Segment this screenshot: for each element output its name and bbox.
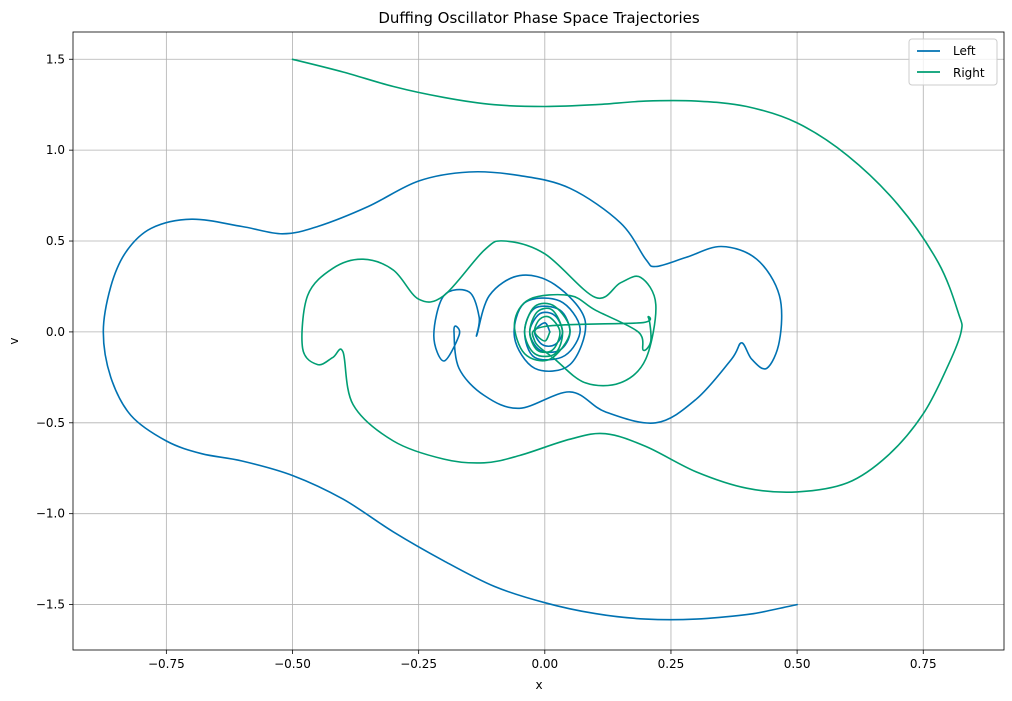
y-axis-label: v [7, 337, 21, 344]
x-axis: −0.75 −0.50 −0.25 0.00 0.25 0.50 0.75 [148, 650, 937, 671]
x-tick-label: −0.75 [148, 657, 185, 671]
y-tick-label: −1.5 [36, 598, 65, 612]
y-tick-label: 1.0 [46, 143, 65, 157]
y-tick-label: 1.5 [46, 52, 65, 66]
legend-label-right: Right [953, 66, 985, 80]
y-tick-label: 0.5 [46, 234, 65, 248]
x-axis-label: x [535, 678, 542, 692]
x-tick-label: 0.00 [531, 657, 558, 671]
y-axis: −1.5 −1.0 −0.5 0.0 0.5 1.0 1.5 [36, 52, 73, 612]
y-tick-label: −1.0 [36, 507, 65, 521]
y-tick-label: 0.0 [46, 325, 65, 339]
series-layer [102, 58, 963, 621]
x-tick-label: −0.25 [400, 657, 437, 671]
grid [73, 32, 1004, 650]
x-tick-label: 0.25 [658, 657, 685, 671]
plot-frame [72, 31, 1005, 651]
legend-label-left: Left [953, 44, 976, 58]
legend: Left Right [908, 38, 998, 86]
x-tick-label: 0.50 [784, 657, 811, 671]
x-tick-label: 0.75 [910, 657, 937, 671]
y-tick-label: −0.5 [36, 416, 65, 430]
x-tick-label: −0.50 [274, 657, 311, 671]
series-line-right [291, 58, 963, 493]
chart-title: Duffing Oscillator Phase Space Trajector… [378, 9, 700, 27]
